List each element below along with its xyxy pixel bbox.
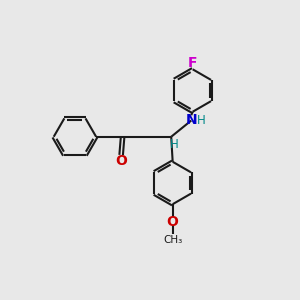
Text: CH₃: CH₃ xyxy=(163,235,182,245)
Text: O: O xyxy=(167,215,178,230)
Text: N: N xyxy=(185,113,197,127)
Text: H: H xyxy=(197,114,206,127)
Text: F: F xyxy=(188,56,197,70)
Text: O: O xyxy=(115,154,127,169)
Text: H: H xyxy=(170,139,179,152)
